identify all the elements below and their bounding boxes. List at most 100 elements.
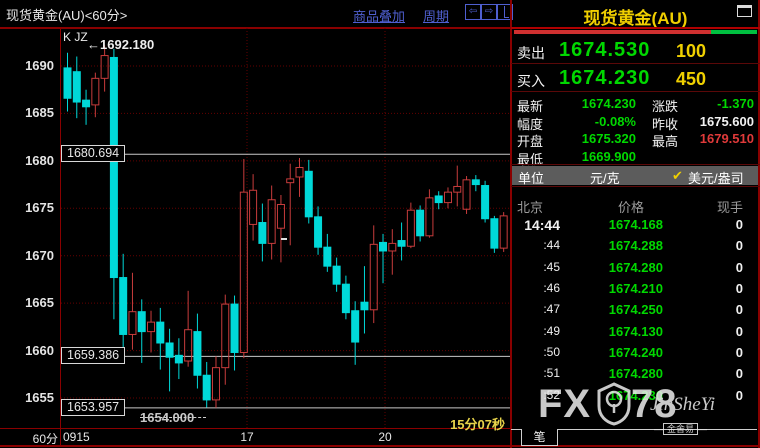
stat-value: 1675.320 bbox=[581, 131, 636, 147]
tick-row: :46 1674.210 0 bbox=[511, 281, 760, 302]
tick-volume: 0 bbox=[735, 387, 743, 403]
tick-time: :52 bbox=[543, 387, 560, 402]
plot-left-border bbox=[60, 28, 61, 445]
tab-ticks[interactable]: 笔 bbox=[521, 429, 558, 446]
x-tick-label: 20 bbox=[378, 430, 392, 444]
sell-ratio-bar bbox=[514, 30, 711, 34]
tick-volume: 0 bbox=[735, 366, 743, 382]
axis-price-box: 1653.957 bbox=[61, 398, 126, 416]
y-tick-label: 1680 bbox=[25, 152, 54, 168]
window-right-border bbox=[758, 0, 760, 448]
tick-row: :51 1674.280 0 bbox=[511, 366, 760, 387]
stat-label: 最高 bbox=[652, 134, 679, 150]
tick-table: 14:44 1674.168 0:44 1674.288 0:45 1674.280 0:4… bbox=[511, 0, 760, 448]
back-arrow-icon[interactable]: ⇦ bbox=[465, 4, 481, 20]
tick-time: :47 bbox=[543, 302, 560, 317]
tick-volume: 0 bbox=[735, 281, 743, 297]
tick-price: 1674.130 bbox=[608, 323, 663, 339]
quote-header-border bbox=[511, 27, 760, 29]
stat-value: 1675.600 bbox=[699, 113, 754, 129]
unit-label: 单位 bbox=[518, 171, 545, 186]
stat-value: 1674.230 bbox=[581, 96, 636, 111]
sell-size: 100 bbox=[676, 41, 707, 61]
quote-title: 现货黄金(AU) bbox=[583, 9, 688, 28]
chart-title: 现货黄金(AU)<60分> bbox=[6, 8, 128, 23]
tick-volume: 0 bbox=[735, 302, 743, 318]
stat-label: 涨跌 bbox=[652, 99, 679, 114]
axis-price-box: 1659.386 bbox=[61, 347, 126, 365]
tick-time: :45 bbox=[543, 259, 560, 274]
unit-row: 单位 元/克 ✔ 美元/盎司 bbox=[512, 166, 758, 186]
stat-label: 幅度 bbox=[517, 116, 544, 132]
tick-row: :47 1674.250 0 bbox=[511, 302, 760, 323]
tick-volume: 0 bbox=[735, 345, 743, 361]
high-annotation: ←1692.180 bbox=[87, 37, 155, 52]
stat-value: 1679.510 bbox=[699, 131, 754, 147]
split-layout-icon[interactable] bbox=[497, 4, 513, 20]
window-icon[interactable] bbox=[737, 5, 752, 17]
tick-volume: 0 bbox=[735, 238, 743, 254]
y-tick-label: 1685 bbox=[25, 105, 54, 121]
chart-top-border bbox=[0, 27, 511, 29]
overlay-link[interactable]: 商品叠加 bbox=[353, 9, 406, 24]
timeframe-label: 60分 bbox=[32, 432, 58, 446]
axis-price-box: 1680.694 bbox=[61, 145, 126, 163]
y-axis: 1690 1685 1680 1675 1670 1665 1660 1655 bbox=[0, 28, 60, 429]
chart-title-bar: 现货黄金(AU)<60分> 商品叠加 周期 ⇦ ⇨ bbox=[0, 0, 513, 26]
y-tick-label: 1670 bbox=[25, 247, 54, 263]
panel-divider bbox=[510, 0, 512, 448]
buy-price: 1674.230 bbox=[559, 67, 651, 89]
bar-countdown: 15分07秒 bbox=[450, 417, 505, 432]
tick-row: :49 1674.130 0 bbox=[511, 324, 760, 345]
candlestick-chart bbox=[61, 28, 510, 429]
tick-row: :45 1674.280 0 bbox=[511, 260, 760, 281]
col-header-price: 价格 bbox=[617, 200, 644, 215]
col-header-time: 北京 bbox=[517, 200, 544, 215]
stat-value: -1.370 bbox=[717, 96, 754, 111]
tick-price: 1674.168 bbox=[608, 217, 663, 232]
tick-row: :50 1674.240 0 bbox=[511, 345, 760, 366]
low-annotation-leader bbox=[140, 417, 206, 418]
tick-row: :44 1674.288 0 bbox=[511, 238, 760, 259]
y-tick-label: 1660 bbox=[25, 342, 54, 358]
period-link[interactable]: 周期 bbox=[423, 9, 450, 24]
price-dash-marker bbox=[281, 238, 287, 240]
y-tick-label: 1655 bbox=[25, 390, 54, 405]
tick-price: 1674.288 bbox=[608, 238, 663, 254]
forward-arrow-icon[interactable]: ⇨ bbox=[481, 4, 497, 20]
stat-value: 1669.900 bbox=[581, 148, 636, 164]
window-icon-titlebar bbox=[738, 6, 751, 8]
tick-price: 1674.250 bbox=[608, 302, 663, 318]
tick-time: :51 bbox=[543, 366, 560, 381]
tab-bar-line bbox=[511, 429, 521, 430]
tick-time: :46 bbox=[543, 281, 560, 296]
tick-time: 14:44 bbox=[524, 217, 560, 233]
tick-time: :49 bbox=[543, 323, 560, 338]
sell-price: 1674.530 bbox=[559, 39, 651, 61]
tick-volume: 0 bbox=[735, 259, 743, 275]
sell-label: 卖出 bbox=[517, 45, 545, 61]
stat-label: 最低 bbox=[517, 151, 544, 167]
x-tick-label: 17 bbox=[240, 430, 254, 444]
tick-volume: 0 bbox=[735, 323, 743, 339]
unit-option-ounce[interactable]: 美元/盎司 bbox=[688, 171, 744, 186]
unit-option-gram[interactable]: 元/克 bbox=[590, 171, 620, 186]
stat-label: 开盘 bbox=[517, 134, 544, 150]
separator bbox=[511, 186, 760, 187]
tick-row: :52 1674.230 0 bbox=[511, 388, 760, 409]
stat-value: -0.08% bbox=[594, 113, 636, 129]
y-tick-label: 1665 bbox=[25, 295, 54, 311]
tick-price: 1674.280 bbox=[608, 259, 663, 275]
tick-price: 1674.210 bbox=[608, 281, 663, 297]
indicator-label: K JZ bbox=[63, 30, 88, 44]
separator bbox=[511, 63, 760, 64]
buy-label: 买入 bbox=[517, 73, 545, 89]
separator bbox=[511, 164, 760, 165]
y-tick-label: 1675 bbox=[25, 200, 54, 216]
tick-price: 1674.240 bbox=[608, 345, 663, 361]
y-tick-label: 1690 bbox=[25, 58, 54, 73]
tab-bar-line bbox=[557, 429, 757, 430]
stats-grid: 最新 1674.230 涨跌 -1.370 幅度 -0.08% 昨收 1675.600 开盘 16… bbox=[511, 95, 760, 167]
split-layout-glyph bbox=[504, 6, 509, 18]
